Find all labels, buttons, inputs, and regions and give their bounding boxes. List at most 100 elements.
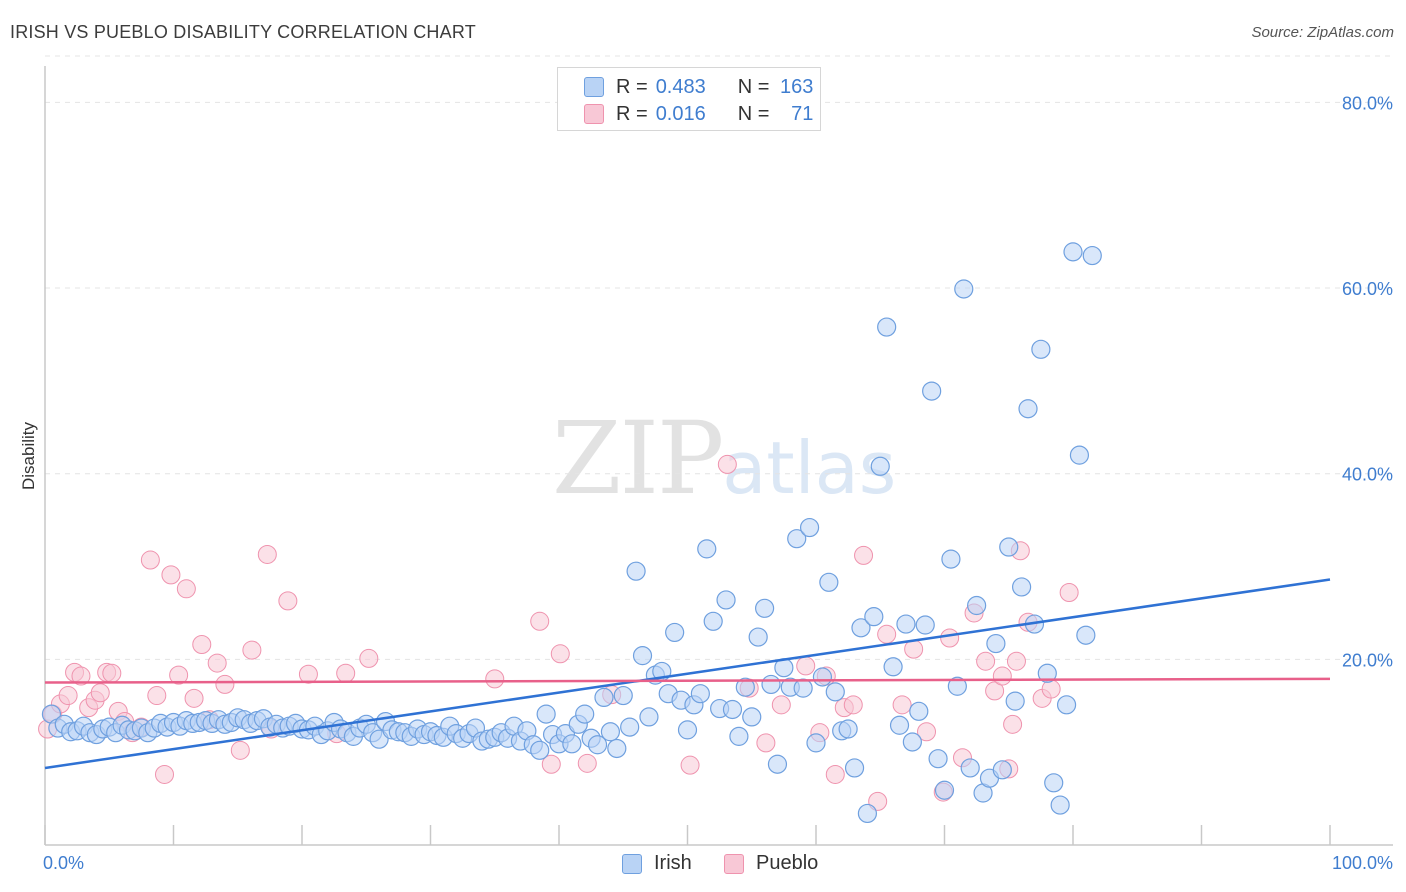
irish-point <box>761 674 781 695</box>
pueblo-point <box>359 648 379 668</box>
irish-point <box>799 517 820 538</box>
y-tick-label: 20.0% <box>1342 650 1393 670</box>
irish-point <box>632 646 653 666</box>
pueblo-point <box>825 764 845 784</box>
irish-point <box>369 729 389 749</box>
chart-title: IRISH VS PUEBLO DISABILITY CORRELATION C… <box>10 22 476 42</box>
bottom-legend-pueblo[interactable]: Pueblo <box>724 852 818 875</box>
irish-point <box>909 701 929 721</box>
irish-point <box>870 456 890 476</box>
pueblo-point <box>298 664 318 684</box>
irish-point <box>857 803 878 824</box>
pueblo-point <box>485 669 505 689</box>
irish-point <box>1063 242 1083 262</box>
irish-point <box>819 572 839 592</box>
irish-point <box>947 676 967 696</box>
irish-point <box>1037 663 1057 683</box>
irish-point <box>960 758 980 778</box>
pueblo-point <box>550 644 570 664</box>
irish-point <box>530 740 550 760</box>
pueblo-point <box>577 753 597 773</box>
pueblo-point <box>530 611 550 631</box>
pueblo-point <box>843 695 863 715</box>
pueblo-point <box>230 740 250 760</box>
irish-swatch <box>622 853 642 874</box>
irish-point <box>812 667 833 687</box>
irish-point <box>1082 245 1102 266</box>
bottom-legend-irish[interactable]: Irish <box>622 852 692 875</box>
irish-point <box>934 780 955 800</box>
irish-point <box>1005 691 1025 711</box>
irish-point <box>902 732 922 752</box>
irish-point <box>838 719 858 739</box>
r-label: R = <box>616 75 648 98</box>
pueblo-point <box>1003 714 1023 734</box>
irish-point <box>1044 773 1064 793</box>
irish-point <box>594 687 614 708</box>
y-tick-label: 60.0% <box>1342 279 1393 299</box>
irish-point <box>677 720 698 740</box>
irish-point <box>536 704 556 724</box>
pueblo-point <box>1041 679 1061 699</box>
irish-point <box>575 704 595 724</box>
pueblo-r-value: 0.016 <box>655 102 706 125</box>
irish-point <box>562 734 582 754</box>
irish-point <box>626 561 646 581</box>
irish-point <box>620 717 640 737</box>
irish-point <box>1018 399 1038 419</box>
irish-point <box>922 381 942 401</box>
pueblo-n-value: 71 <box>791 102 814 125</box>
irish-point <box>793 678 813 698</box>
legend-row-irish: R = 0.483 N = 163 <box>558 74 813 100</box>
irish-point <box>767 754 788 774</box>
irish-point <box>722 699 743 720</box>
irish-point <box>896 614 916 634</box>
pueblo-point <box>917 722 937 742</box>
pueblo-point <box>71 666 91 686</box>
source-label: Source: ZipAtlas.com <box>1251 24 1394 41</box>
irish-point <box>787 529 807 549</box>
irish-point <box>851 618 871 638</box>
irish-legend-label: Irish <box>654 852 692 874</box>
pueblo-swatch <box>724 853 744 874</box>
x-tick-label: 100.0% <box>1332 853 1393 873</box>
y-tick-label: 80.0% <box>1342 93 1393 113</box>
irish-point <box>742 707 762 727</box>
pueblo-point <box>892 695 912 715</box>
pueblo-point <box>192 635 212 655</box>
irish-points <box>41 242 1102 824</box>
irish-point <box>716 590 736 610</box>
pueblo-point <box>992 666 1012 686</box>
irish-point <box>954 279 974 299</box>
irish-point <box>1056 695 1077 715</box>
grid-lines <box>45 55 1393 660</box>
y-axis-label: Disability <box>19 421 38 490</box>
irish-point <box>665 622 685 643</box>
irish-n-value: 163 <box>780 75 814 98</box>
irish-point <box>690 684 710 704</box>
n-label: N = <box>737 102 770 125</box>
irish-point <box>703 611 723 631</box>
irish-point <box>1076 625 1096 645</box>
pueblo-point <box>155 764 175 784</box>
r-label: R = <box>616 102 648 125</box>
pueblo-point <box>102 663 122 683</box>
irish-swatch <box>584 77 604 97</box>
tick-labels: 20.0% 40.0% 60.0% 80.0% 0.0% 100.0% <box>43 93 1393 873</box>
irish-point <box>748 627 768 647</box>
irish-point <box>1031 339 1051 359</box>
pueblo-point <box>176 579 196 599</box>
pueblo-point <box>541 754 561 774</box>
pueblo-point <box>877 624 897 644</box>
irish-r-value: 0.483 <box>655 75 706 98</box>
pueblo-point <box>717 454 737 474</box>
pueblo-point <box>1059 583 1079 603</box>
watermark-atlas: atlas <box>722 426 897 510</box>
irish-point <box>600 722 621 742</box>
irish-point <box>889 715 910 735</box>
trend-lines <box>44 578 1331 770</box>
pueblo-point <box>147 686 167 706</box>
pueblo-point <box>207 653 227 673</box>
irish-point <box>754 598 775 618</box>
